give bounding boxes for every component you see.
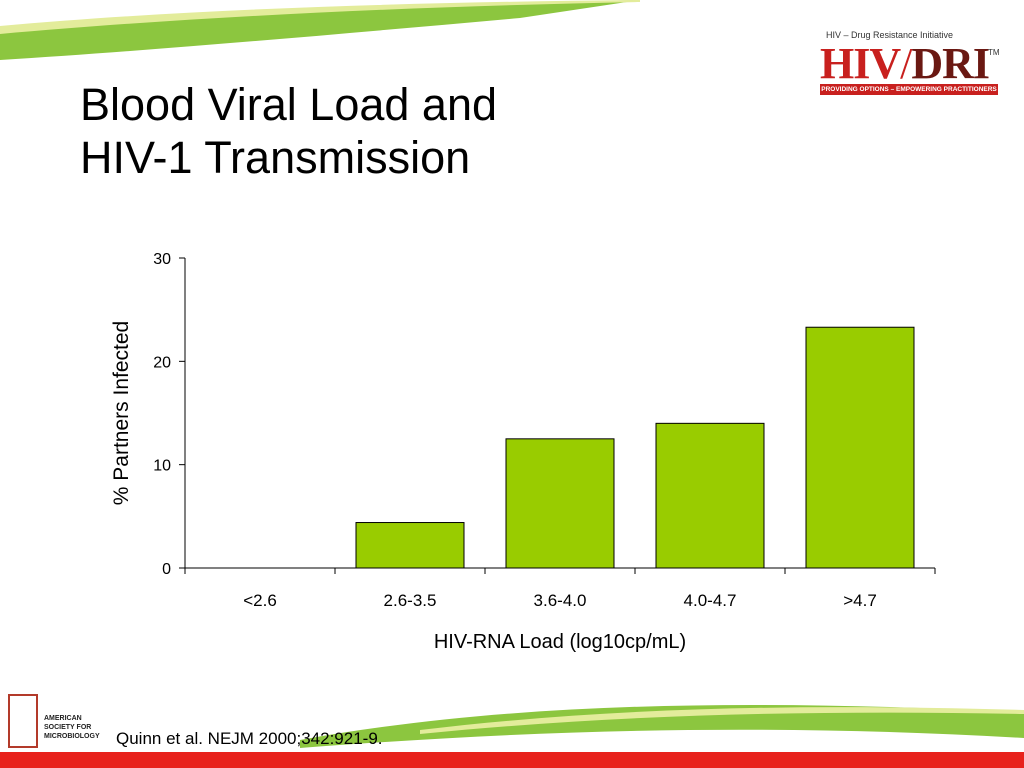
chart-ticks: 0 10 20 30 <2.6 2.6-3.5 3.6-4.0 4.0-4.7 >4.7 [153, 251, 936, 610]
x-tick-label-4: 4.0-4.7 [684, 591, 737, 610]
asm-text-line-3: MICROBIOLOGY [44, 733, 100, 740]
hivdri-ribbon-icon: / [900, 39, 912, 88]
chart-bars [355, 326, 915, 569]
asm-text-line-1: AMERICAN [44, 715, 82, 722]
asm-flask-icon [8, 694, 38, 748]
bar-4 [655, 422, 765, 569]
asm-logo: AMERICAN SOCIETY FOR MICROBIOLOGY [8, 694, 118, 750]
y-tick-label-20: 20 [153, 354, 171, 371]
x-tick-label-5: >4.7 [843, 591, 877, 610]
bar-3 [505, 438, 615, 569]
y-axis-label: % Partners Infected [110, 321, 133, 505]
x-axis-label: HIV-RNA Load (log10cp/mL) [434, 631, 686, 653]
citation: Quinn et al. NEJM 2000;342:921-9. [116, 729, 383, 748]
top-swoosh-decoration [0, 0, 640, 60]
slide-title: Blood Viral Load and HIV-1 Transmission [80, 78, 497, 184]
x-tick-label-3: 3.6-4.0 [534, 591, 587, 610]
y-tick-label-10: 10 [153, 458, 171, 475]
slide-title-line-1: Blood Viral Load and [80, 79, 497, 130]
slide-title-line-2: HIV-1 Transmission [80, 132, 471, 183]
x-tick-label-2: 2.6-3.5 [384, 591, 437, 610]
asm-text-line-2: SOCIETY FOR [44, 724, 92, 731]
hivdri-trademark: TM [988, 48, 1000, 57]
bar-2 [355, 522, 465, 569]
hivdri-tagline: HIV – Drug Resistance Initiative [826, 30, 954, 40]
bar-chart: 0 10 20 30 <2.6 2.6-3.5 3.6-4.0 4.0-4.7 >4.7 HIV… [110, 251, 936, 653]
bar-5 [805, 326, 915, 569]
hivdri-wordmark: HIV/DRI [820, 39, 990, 88]
y-tick-label-30: 30 [153, 251, 171, 268]
hivdri-wordmark-left: HIV [820, 39, 901, 88]
hivdri-ribbon-text: PROVIDING OPTIONS – EMPOWERING PRACTITIO… [820, 84, 998, 95]
asm-logo-text: AMERICAN SOCIETY FOR MICROBIOLOGY [44, 714, 124, 741]
hivdri-wordmark-right: DRI [911, 39, 990, 88]
hivdri-logo: HIV – Drug Resistance Initiative HIV/DRI… [812, 24, 1000, 100]
x-tick-label-1: <2.6 [243, 591, 277, 610]
y-tick-label-0: 0 [162, 561, 171, 578]
